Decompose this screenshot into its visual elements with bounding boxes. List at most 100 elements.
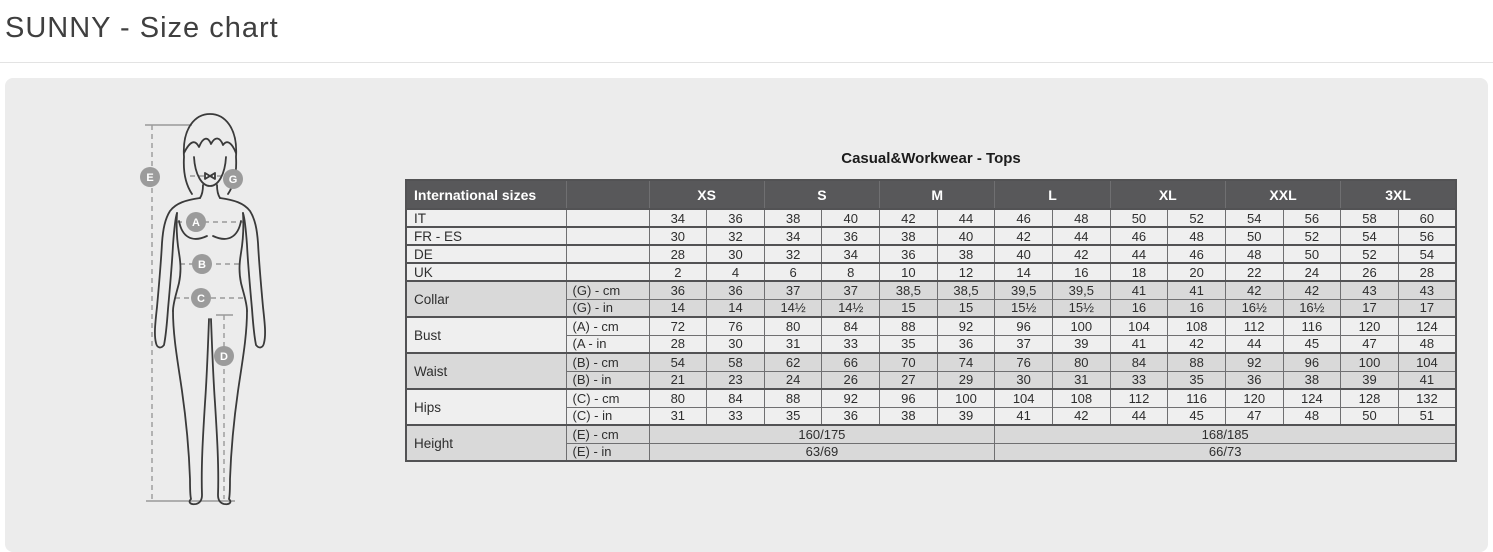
value-cell: 35 (763, 406, 823, 426)
value-cell: 30 (648, 226, 708, 246)
value-cell: 62 (763, 352, 823, 372)
value-cell: 38 (879, 406, 938, 426)
row-label-cell: FR - ES (405, 226, 567, 246)
value-cell: 36 (706, 280, 765, 300)
value-cell: 42 (1224, 280, 1284, 300)
value-cell: 46 (1109, 226, 1169, 246)
figure-marker-b: B (192, 254, 212, 274)
svg-text:D: D (220, 351, 228, 363)
value-cell: 42 (879, 208, 938, 228)
value-cell: 44 (1051, 226, 1111, 246)
page-title: SUNNY - Size chart (5, 12, 279, 44)
value-cell: 50 (1340, 406, 1399, 426)
value-cell: 96 (879, 388, 938, 408)
value-cell: 30 (706, 334, 765, 354)
row-label-cell: UK (405, 262, 567, 282)
value-cell: 88 (763, 388, 823, 408)
value-cell: 42 (994, 226, 1053, 246)
figure-marker-e: E (140, 167, 160, 187)
value-cell: 28 (1397, 262, 1457, 282)
sub-label-cell: (E) - cm (565, 424, 650, 444)
content-panel: E G A B C D Casual&Workwear - Tops Internatio… (5, 78, 1488, 552)
table-row: (G) - in 14 14 14½ 14½ 15 15 15½ 15½ 16 16 16½ 16½ 17… (406, 298, 1457, 318)
value-cell: 48 (1167, 226, 1226, 246)
value-cell: 38 (1282, 370, 1342, 390)
merged-value-cell: 168/185 (994, 424, 1457, 444)
value-cell: 28 (648, 334, 708, 354)
table-title: Casual&Workwear - Tops (841, 150, 1021, 167)
value-cell: 40 (821, 208, 881, 228)
value-cell: 96 (1282, 352, 1342, 372)
sub-label-cell: (C) - in (565, 406, 650, 426)
value-cell: 14½ (821, 298, 881, 318)
table-row: FR - ES 30 32 34 36 38 40 42 44 46 48 50 52 54 56 (405, 226, 1457, 246)
sub-label-cell (565, 244, 650, 264)
value-cell: 116 (1282, 316, 1342, 336)
value-cell: 47 (1340, 334, 1399, 354)
value-cell: 35 (879, 334, 938, 354)
value-cell: 29 (936, 370, 996, 390)
value-cell: 60 (1397, 208, 1457, 228)
value-cell: 16 (1051, 262, 1111, 282)
value-cell: 54 (648, 352, 708, 372)
value-cell: 56 (1282, 208, 1342, 228)
value-cell: 100 (1340, 352, 1399, 372)
figure-marker-a: A (186, 212, 206, 232)
value-cell: 51 (1397, 406, 1457, 426)
value-cell: 15 (936, 298, 996, 318)
value-cell: 120 (1340, 316, 1399, 336)
value-cell: 56 (1397, 226, 1457, 246)
value-cell: 2 (648, 262, 708, 282)
svg-text:E: E (146, 172, 153, 184)
body-figure-svg: E G A B C D (140, 113, 266, 506)
value-cell: 124 (1282, 388, 1342, 408)
value-cell: 42 (1051, 406, 1111, 426)
sub-label-cell: (A) - cm (565, 316, 650, 336)
svg-text:A: A (192, 217, 200, 229)
table-row: Collar (G) - cm 36 36 37 37 38,5 38,5 39,5 39,5 41… (405, 280, 1457, 318)
value-cell: 43 (1340, 280, 1399, 300)
value-cell: 41 (1167, 280, 1226, 300)
sub-label-cell: (E) - in (565, 442, 650, 462)
value-cell: 31 (648, 406, 708, 426)
value-cell: 66 (821, 352, 881, 372)
row-label-cell: Height (405, 424, 567, 462)
value-cell: 128 (1340, 388, 1399, 408)
value-cell: 17 (1340, 298, 1399, 318)
value-cell: 112 (1224, 316, 1284, 336)
value-cell: 34 (648, 208, 708, 228)
value-cell: 37 (994, 334, 1053, 354)
value-cell: 72 (648, 316, 708, 336)
size-header-m: M (879, 179, 996, 210)
value-cell: 30 (706, 244, 765, 264)
value-cell: 42 (1282, 280, 1342, 300)
sub-label-cell: (B) - cm (565, 352, 650, 372)
value-cell: 42 (1167, 334, 1226, 354)
value-cell: 31 (1051, 370, 1111, 390)
sub-label-cell: (A - in (565, 334, 650, 354)
value-cell: 14 (648, 298, 708, 318)
size-table: International sizes XS S M L XL XXL 3XL IT 34 36 3… (405, 179, 1457, 462)
value-cell: 17 (1397, 298, 1457, 318)
table-row: (B) - in 21 23 24 26 27 29 30 31 33 35 36 38 39 41 (406, 370, 1457, 390)
value-cell: 38,5 (936, 280, 996, 300)
value-cell: 112 (1109, 388, 1169, 408)
value-cell: 38,5 (879, 280, 938, 300)
value-cell: 48 (1282, 406, 1342, 426)
value-cell: 4 (706, 262, 765, 282)
value-cell: 39 (1051, 334, 1111, 354)
figure-marker-c: C (191, 288, 211, 308)
value-cell: 74 (936, 352, 996, 372)
value-cell: 33 (821, 334, 881, 354)
value-cell: 70 (879, 352, 938, 372)
value-cell: 14 (994, 262, 1053, 282)
figure-illustration: E G A B C D (120, 95, 320, 535)
table-row: Waist (B) - cm 54 58 62 66 70 74 76 80 84 88 92 96 100… (405, 352, 1457, 390)
value-cell: 92 (821, 388, 881, 408)
value-cell: 28 (648, 244, 708, 264)
value-cell: 100 (1051, 316, 1111, 336)
value-cell: 96 (994, 316, 1053, 336)
value-cell: 50 (1109, 208, 1169, 228)
value-cell: 16½ (1224, 298, 1284, 318)
value-cell: 84 (1109, 352, 1169, 372)
